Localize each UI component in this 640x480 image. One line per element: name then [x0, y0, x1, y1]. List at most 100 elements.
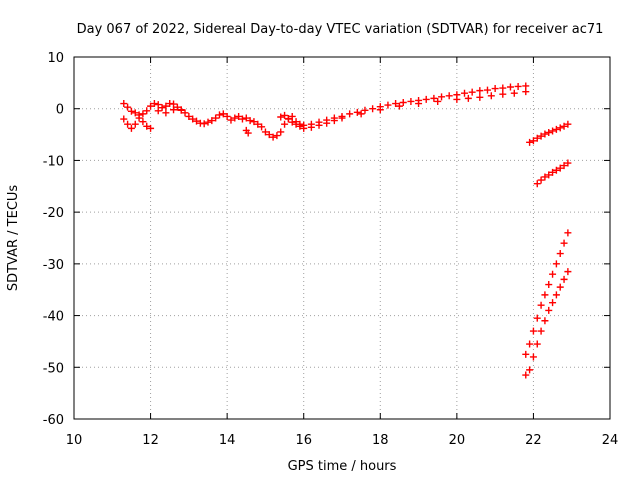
data-point: [438, 93, 446, 101]
x-tick-label: 14: [219, 433, 236, 448]
data-point: [120, 100, 128, 108]
data-point: [150, 100, 158, 108]
data-point: [549, 270, 557, 278]
data-point: [560, 122, 568, 130]
data-point: [227, 116, 235, 124]
data-point: [434, 97, 442, 105]
data-point: [545, 281, 553, 289]
plot-frame: [73, 56, 611, 420]
data-point: [154, 101, 162, 109]
data-point: [522, 350, 530, 358]
data-point: [158, 104, 166, 112]
axis-ticks: [73, 56, 611, 420]
data-point: [537, 327, 545, 335]
data-point: [269, 133, 277, 141]
data-point: [549, 127, 557, 135]
data-point: [384, 101, 392, 109]
data-point: [292, 120, 300, 128]
data-point: [143, 122, 151, 130]
data-point: [395, 102, 403, 110]
data-point: [277, 113, 285, 121]
data-point: [552, 166, 560, 174]
data-point: [208, 117, 216, 125]
data-point: [564, 268, 572, 276]
data-point: [506, 83, 514, 91]
data-point: [127, 124, 135, 132]
data-point: [476, 87, 484, 95]
data-point: [537, 132, 545, 140]
data-point: [131, 120, 139, 128]
data-point: [464, 94, 472, 102]
data-point: [261, 128, 269, 136]
data-point: [468, 88, 476, 96]
data-point: [499, 84, 507, 92]
data-point: [541, 130, 549, 138]
data-point: [244, 129, 252, 137]
data-point: [131, 109, 139, 117]
data-point: [533, 180, 541, 188]
data-point: [219, 110, 227, 118]
data-point: [541, 173, 549, 181]
data-point: [147, 124, 155, 132]
data-point: [124, 120, 132, 128]
data-point: [265, 131, 273, 139]
data-point: [288, 118, 296, 126]
data-point: [173, 103, 181, 111]
data-point: [162, 109, 170, 117]
data-point: [556, 124, 564, 132]
data-point: [522, 88, 530, 96]
data-point: [193, 117, 201, 125]
data-point: [526, 366, 534, 374]
x-tick-label: 12: [142, 433, 159, 448]
data-point: [461, 89, 469, 97]
data-point: [284, 115, 292, 123]
data-point: [510, 89, 518, 97]
data-point: [139, 110, 147, 118]
data-point: [177, 106, 185, 114]
data-point: [235, 112, 243, 120]
data-point: [545, 129, 553, 137]
data-point: [541, 291, 549, 299]
data-point: [522, 371, 530, 379]
data-point: [281, 120, 289, 128]
data-point: [154, 107, 162, 115]
data-point: [296, 122, 304, 130]
data-point: [549, 168, 557, 176]
data-point: [212, 114, 220, 122]
x-tick-label: 16: [295, 433, 312, 448]
data-point: [476, 93, 484, 101]
data-point: [415, 100, 423, 108]
data-point: [529, 327, 537, 335]
data-point: [200, 120, 208, 128]
data-point: [346, 110, 354, 118]
x-tick-label: 18: [372, 433, 389, 448]
data-point: [549, 299, 557, 307]
data-point: [170, 106, 178, 114]
data-point: [139, 118, 147, 126]
data-point: [281, 111, 289, 119]
data-point: [323, 119, 331, 127]
data-point: [369, 105, 377, 113]
data-point: [124, 103, 132, 111]
grid-lines: [74, 57, 610, 419]
data-point: [560, 162, 568, 170]
data-point: [215, 111, 223, 119]
data-point: [277, 128, 285, 136]
data-point: [120, 115, 128, 123]
chart-title: Day 067 of 2022, Sidereal Day-to-day VTE…: [77, 22, 604, 37]
data-point: [445, 92, 453, 100]
data-point: [392, 100, 400, 108]
data-point: [242, 114, 250, 122]
data-point: [162, 102, 170, 110]
data-point: [147, 102, 155, 110]
data-point: [483, 86, 491, 94]
data-point: [545, 171, 553, 179]
data-point: [407, 97, 415, 105]
data-point: [300, 124, 308, 132]
y-tick-label: -30: [43, 258, 64, 273]
tick-labels: 10 12 14 16 18 20 22 24 10 0 -10 -20 -30 -40 -50 -60: [43, 51, 619, 448]
data-point: [315, 121, 323, 129]
data-point: [487, 92, 495, 100]
data-point: [514, 82, 522, 90]
